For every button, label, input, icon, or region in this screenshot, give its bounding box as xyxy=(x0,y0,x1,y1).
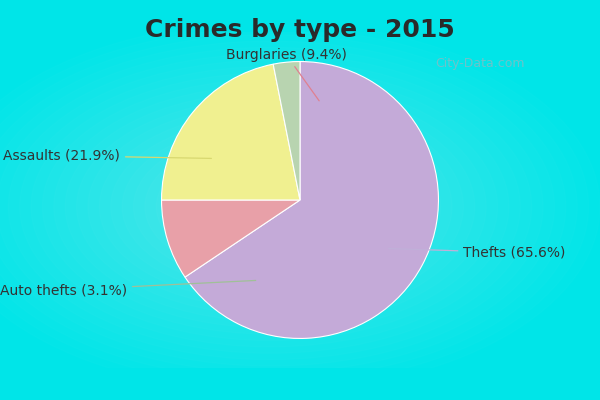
Text: City-Data.com: City-Data.com xyxy=(435,58,525,70)
Text: Assaults (21.9%): Assaults (21.9%) xyxy=(3,149,211,163)
Text: Crimes by type - 2015: Crimes by type - 2015 xyxy=(145,18,455,42)
Wedge shape xyxy=(161,200,300,277)
Text: Burglaries (9.4%): Burglaries (9.4%) xyxy=(226,48,347,101)
Wedge shape xyxy=(185,62,439,338)
Wedge shape xyxy=(273,62,300,200)
Text: Thefts (65.6%): Thefts (65.6%) xyxy=(389,246,566,260)
Text: Auto thefts (3.1%): Auto thefts (3.1%) xyxy=(0,280,256,297)
Wedge shape xyxy=(161,64,300,200)
